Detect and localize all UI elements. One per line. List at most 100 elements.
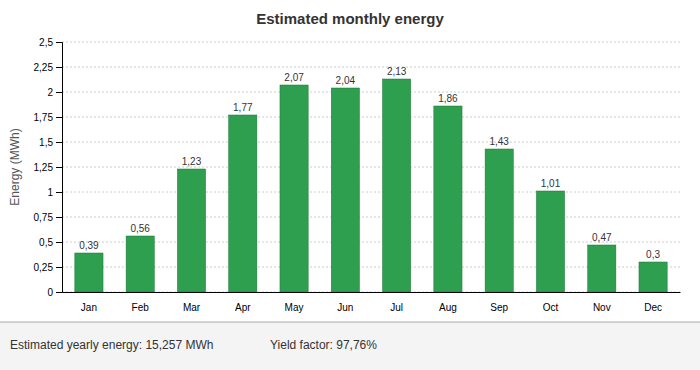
x-tick-label: Jun: [337, 302, 353, 313]
bar: [536, 191, 564, 292]
grid-line: [62, 92, 680, 93]
x-tick-label: Feb: [132, 302, 150, 313]
bar: [434, 106, 462, 292]
y-tick: 0,75: [34, 212, 62, 223]
bar: [126, 236, 154, 292]
x-tick-label: Aug: [439, 302, 457, 313]
y-tick-label: 2,25: [34, 62, 54, 73]
grid-line: [62, 142, 680, 143]
x-tick-label: Jan: [81, 302, 97, 313]
bars: [75, 79, 667, 292]
bar: [588, 245, 616, 292]
y-tick: 2,5: [39, 37, 62, 48]
y-tick-label: 1,25: [34, 162, 54, 173]
data-label: 2,07: [284, 72, 304, 83]
x-tick: Jul: [390, 302, 403, 313]
y-tick: 2: [47, 87, 62, 98]
grid-line: [62, 167, 680, 168]
title: Estimated monthly energy: [256, 10, 444, 27]
x-tick-label: Mar: [183, 302, 201, 313]
y-tick-mark: [56, 292, 62, 293]
x-tick: May: [285, 302, 304, 313]
footer-separator: [0, 322, 700, 323]
y-tick-label: 0,5: [39, 237, 53, 248]
y-tick-label: 1,5: [39, 137, 53, 148]
bar: [331, 88, 359, 292]
grid-line: [62, 42, 680, 43]
x-tick-label: Jul: [390, 302, 403, 313]
x-tick: Jun: [337, 302, 353, 313]
grid-line: [62, 242, 680, 243]
y-axis: 0 0,25 0,5 0,75 1 1,25 1,5 1,75 2 2,25 2,5: [34, 37, 63, 298]
x-tick: Feb: [132, 302, 150, 313]
grid-line: [62, 117, 680, 118]
y-tick: 1,75: [34, 112, 62, 123]
footer-background: [0, 322, 700, 370]
y-tick-mark: [56, 142, 62, 143]
x-tick: Apr: [235, 302, 251, 313]
bar: [485, 149, 513, 292]
data-labels: 0,390,561,231,772,072,042,131,861,431,01…: [79, 66, 660, 260]
x-tick: Jan: [81, 302, 97, 313]
y-tick: 0,5: [39, 237, 62, 248]
y-tick-label: 2,5: [39, 37, 53, 48]
bar: [280, 85, 308, 292]
y-tick-mark: [56, 192, 62, 193]
data-label: 2,13: [387, 66, 407, 77]
chart: 0,390,561,231,772,072,042,131,861,431,01…: [0, 0, 700, 370]
x-tick-label: Sep: [490, 302, 508, 313]
bar: [177, 169, 205, 292]
bar: [383, 79, 411, 292]
data-label: 1,77: [233, 102, 253, 113]
data-label: 0,3: [646, 249, 660, 260]
data-label: 2,04: [336, 75, 356, 86]
plot: 0,390,561,231,772,072,042,131,861,431,01…: [34, 37, 681, 313]
y-tick-mark: [56, 242, 62, 243]
grid-line: [62, 292, 680, 293]
bar: [229, 115, 257, 292]
x-tick-label: May: [285, 302, 304, 313]
x-tick-label: Nov: [593, 302, 611, 313]
y-tick: 1,5: [39, 137, 62, 148]
y-tick: 0: [47, 287, 62, 298]
y-tick-mark: [56, 167, 62, 168]
y-tick: 1,25: [34, 162, 62, 173]
y-tick-mark: [56, 92, 62, 93]
data-label: 1,86: [438, 93, 458, 104]
y-tick-label: 0: [47, 287, 53, 298]
grid-line: [62, 217, 680, 218]
y-tick-label: 2: [47, 87, 53, 98]
annotation: Estimated yearly energy: 15,257 MWh: [10, 338, 213, 352]
y-tick-mark: [56, 267, 62, 268]
y-tick: 0,25: [34, 262, 62, 273]
bar: [75, 253, 103, 292]
data-label: 0,39: [79, 240, 99, 251]
data-label: 0,56: [130, 223, 150, 234]
grid-line: [62, 67, 680, 68]
y-axis-line: [56, 43, 63, 293]
x-axis-line: [63, 292, 681, 293]
y-axis-title: Energy (MWh): [8, 128, 22, 205]
annotation: Yield factor: 97,76%: [270, 338, 377, 352]
y-tick-mark: [56, 67, 62, 68]
data-label: 1,01: [541, 178, 561, 189]
x-tick: Oct: [543, 302, 559, 313]
x-tick-label: Oct: [543, 302, 559, 313]
data-label: 1,43: [489, 136, 509, 147]
x-tick: Dec: [644, 302, 662, 313]
x-tick: Sep: [490, 302, 508, 313]
y-tick-mark: [56, 217, 62, 218]
grid-line: [62, 192, 680, 193]
x-tick: Nov: [593, 302, 611, 313]
x-tick-label: Apr: [235, 302, 251, 313]
grid: [62, 42, 680, 292]
grid-line: [62, 267, 680, 268]
y-tick-mark: [56, 42, 62, 43]
y-tick-label: 0,75: [34, 212, 54, 223]
y-tick-mark: [56, 117, 62, 118]
x-tick: Mar: [183, 302, 201, 313]
y-tick: 2,25: [34, 62, 62, 73]
bar: [639, 262, 667, 292]
y-tick-label: 1: [47, 187, 53, 198]
x-tick: Aug: [439, 302, 457, 313]
